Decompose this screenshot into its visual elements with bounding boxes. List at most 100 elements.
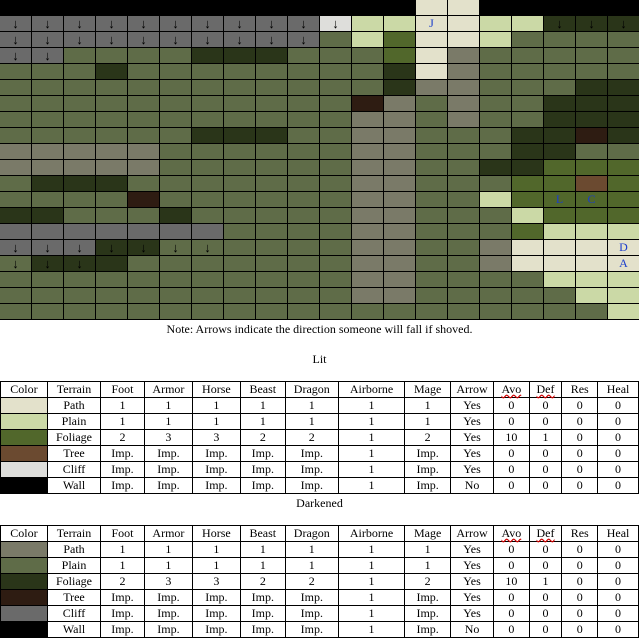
- map-tile: [128, 208, 160, 224]
- lit-table-cell: 0: [528, 445, 563, 462]
- map-tile: [448, 304, 480, 320]
- dark-table-cell: 0: [597, 557, 639, 574]
- map-tile: [32, 80, 64, 96]
- lit-col-header: Horse: [191, 381, 241, 398]
- map-tile: [352, 304, 384, 320]
- lit-col-header: Arrow: [450, 381, 494, 398]
- fall-arrow-icon: ↓: [12, 240, 19, 255]
- map-tile: [416, 144, 448, 160]
- map-tile: [320, 224, 352, 240]
- map-tile: ↓: [576, 16, 608, 32]
- map-tile: [416, 192, 448, 208]
- dark-table-cell: Yes: [450, 573, 494, 590]
- map-tile: [512, 48, 544, 64]
- map-tile: [448, 80, 480, 96]
- map-tile: [288, 304, 320, 320]
- map-tile: ↓: [0, 48, 32, 64]
- map-tile: ↓: [0, 32, 32, 48]
- map-tile: [320, 112, 352, 128]
- map-tile: [128, 256, 160, 272]
- map-tile: [160, 48, 192, 64]
- map-tile: [448, 160, 480, 176]
- map-tile: [480, 240, 512, 256]
- map-tile: [608, 160, 639, 176]
- lit-table-cell: 0: [528, 477, 563, 494]
- map-tile: [224, 144, 256, 160]
- map-tile: [480, 80, 512, 96]
- lit-table-cell: 0: [492, 461, 530, 478]
- map-tile: [544, 128, 576, 144]
- map-tile: [384, 112, 416, 128]
- dark-table-cell: Imp.: [284, 589, 339, 606]
- map-tile: ↓: [0, 256, 32, 272]
- map-tile: [0, 128, 32, 144]
- lit-table-cell: Imp.: [284, 461, 339, 478]
- map-tile: [544, 32, 576, 48]
- map-tile: [544, 208, 576, 224]
- lit-table-row: Tree Imp. Imp. Imp. Imp. Imp. 1 Imp. Yes 0 0 0 0: [0, 445, 639, 462]
- map-tile: [544, 272, 576, 288]
- map-tile: [480, 64, 512, 80]
- map-tile: [64, 144, 96, 160]
- map-tile: [512, 128, 544, 144]
- map-tile: [128, 96, 160, 112]
- map-tile: [544, 96, 576, 112]
- dark-table-cell: 2: [239, 573, 286, 590]
- map-tile: [416, 112, 448, 128]
- lit-table-cell: Yes: [450, 413, 494, 430]
- fall-arrow-icon: ↓: [204, 32, 211, 47]
- map-tile: ↓: [64, 256, 96, 272]
- map-tile: [288, 256, 320, 272]
- dark-color-swatch: [0, 541, 48, 558]
- map-tile: [256, 256, 288, 272]
- lit-col-header: Armor: [143, 381, 193, 398]
- fall-arrow-icon: ↓: [12, 16, 19, 31]
- map-tile: [0, 176, 32, 192]
- dark-table-cell: 0: [528, 557, 563, 574]
- lit-table-cell: 1: [191, 413, 241, 430]
- map-tile: [480, 112, 512, 128]
- map-tile: [384, 16, 416, 32]
- map-tile: [64, 192, 96, 208]
- map-tile: [512, 96, 544, 112]
- map-tile: [512, 304, 544, 320]
- dark-table-cell: 0: [561, 605, 599, 622]
- dark-table-cell: 1: [404, 557, 452, 574]
- map-tile: [352, 144, 384, 160]
- dark-table-row: Tree Imp. Imp. Imp. Imp. Imp. 1 Imp. Yes 0 0 0 0: [0, 589, 639, 606]
- map-tile: [512, 288, 544, 304]
- map-tile: [608, 128, 639, 144]
- map-tile: [160, 112, 192, 128]
- map-tile: [480, 128, 512, 144]
- map-tile: [256, 144, 288, 160]
- map-tile: ↓: [160, 16, 192, 32]
- fall-arrow-icon: ↓: [44, 16, 51, 31]
- map-tile: [544, 256, 576, 272]
- dark-table-cell: Yes: [450, 557, 494, 574]
- map-tile: ↓: [0, 16, 32, 32]
- map-tile: [384, 160, 416, 176]
- map-tile: [512, 176, 544, 192]
- lit-table-cell: Imp.: [191, 445, 241, 462]
- map-tile: [224, 48, 256, 64]
- fall-arrow-icon: ↓: [44, 32, 51, 47]
- dark-table-cell: Imp.: [191, 621, 241, 638]
- map-tile: ↓: [32, 256, 64, 272]
- map-tile: [192, 128, 224, 144]
- map-tile: [288, 80, 320, 96]
- dark-table-cell: Imp.: [404, 589, 452, 606]
- dark-table-cell: 0: [597, 605, 639, 622]
- map-tile: [32, 64, 64, 80]
- lit-table-cell: Imp.: [143, 445, 193, 462]
- terrain-map: ↓ ↓ ↓ ↓ ↓ ↓ ↓ ↓ ↓ ↓ ↓ J ↓ ↓ ↓ ↓ ↓ ↓ ↓ ↓ ↓ ↓ ↓ ↓ ↓ ↓ ↓ L C ↓ ↓ ↓ ↓ ↓ ↓ ↓ D ↓ ↓ ↓…: [0, 0, 639, 320]
- map-tile: [0, 0, 32, 16]
- lit-table-cell: 1: [239, 413, 286, 430]
- map-tile: [608, 144, 639, 160]
- map-tile: [576, 80, 608, 96]
- map-tile: [512, 64, 544, 80]
- map-tile: [96, 224, 128, 240]
- map-tile: [480, 224, 512, 240]
- lit-table-cell: 1: [143, 397, 193, 414]
- map-tile: [416, 240, 448, 256]
- map-tile: [608, 208, 639, 224]
